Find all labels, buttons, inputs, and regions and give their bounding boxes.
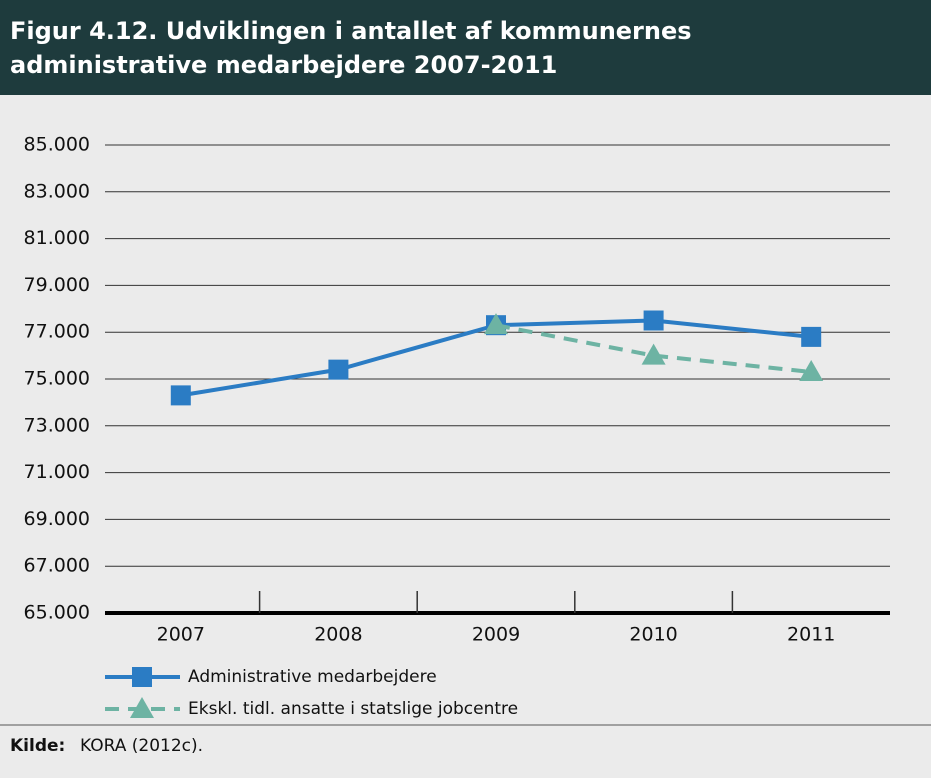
legend-label: Ekskl. tidl. ansatte i statslige jobcent…: [188, 699, 518, 719]
marker: [484, 313, 508, 335]
x-tick-label: 2011: [787, 624, 835, 646]
x-tick-label: 2009: [472, 624, 520, 646]
marker: [801, 326, 822, 347]
y-tick-label: 71.000: [24, 461, 90, 483]
marker: [643, 310, 664, 331]
source-label: Kilde:: [10, 736, 65, 756]
source: KORA (2012c).: [80, 736, 203, 756]
y-tick-label: 69.000: [24, 508, 90, 530]
y-tick-label: 67.000: [24, 555, 90, 577]
y-tick-label: 77.000: [24, 321, 90, 343]
series-line: [495, 323, 812, 374]
y-tick-label: 79.000: [24, 274, 90, 296]
marker: [328, 359, 349, 380]
chart-title: Figur 4.12. Udviklingen i antallet af ko…: [10, 17, 692, 79]
y-tick-label: 73.000: [24, 414, 90, 436]
y-tick-label: 65.000: [24, 602, 90, 624]
y-tick-label: 85.000: [24, 134, 90, 156]
y-tick-label: 83.000: [24, 180, 90, 202]
legend-marker: [130, 697, 154, 718]
y-tick-label: 75.000: [24, 368, 90, 390]
x-tick-label: 2007: [157, 624, 205, 646]
marker: [641, 343, 666, 365]
x-tick-label: 2010: [629, 624, 677, 646]
marker: [170, 385, 191, 406]
y-tick-label: 81.000: [24, 227, 90, 249]
header: Figur 4.12. Udviklingen i antallet af ko…: [0, 0, 931, 95]
x-tick-label: 2008: [314, 624, 362, 646]
legend-marker: [132, 667, 152, 687]
marker: [799, 359, 824, 381]
legend-label: Administrative medarbejdere: [188, 667, 437, 687]
